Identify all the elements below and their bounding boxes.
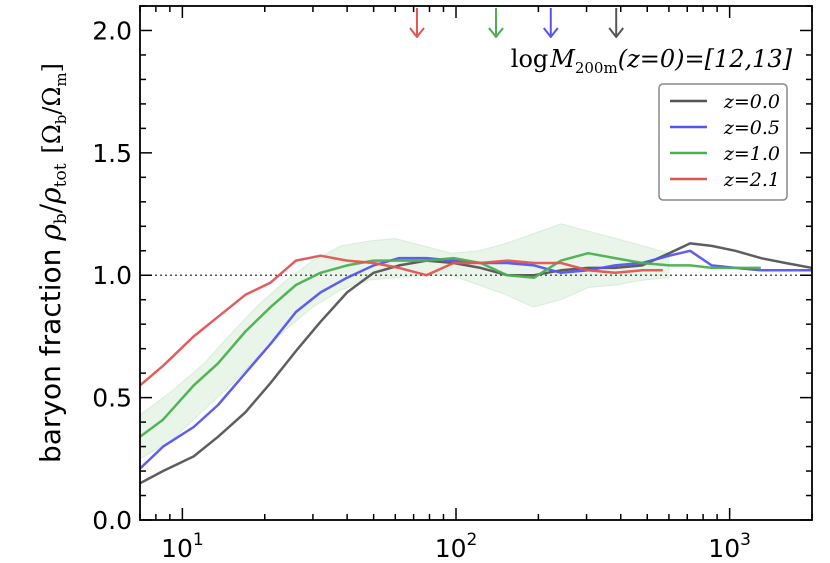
x-tick-base: 10 (435, 534, 467, 563)
series-line-z-0-0 (140, 242, 812, 485)
series-line-z-1-0 (140, 251, 761, 438)
x-tick-exponent: 2 (467, 530, 478, 550)
y-tick-labels: 0.0 0.5 1.0 1.5 2.0 (92, 16, 132, 535)
plot-frame (139, 5, 813, 521)
legend-box (658, 83, 788, 201)
legend-item-z-0-0: z=0.0 (670, 91, 780, 113)
arrow-head (409, 27, 425, 38)
y-axis-label: baryon fractionρb/ρtot[Ωb/Ωm] (34, 63, 71, 463)
y-tick-label: 1.0 (92, 261, 132, 290)
mass-bin-annotation: logM200m(z=0)=[12,13] (511, 45, 793, 77)
legend: z=0.0 z=0.5 z=1.0 z=2.1 (658, 83, 788, 201)
arrow-z-2-1 (409, 8, 425, 38)
x-tick-exponent: 1 (193, 530, 204, 550)
x-tick-label: 102 (435, 530, 478, 563)
annotation-redshift-range: (z=0)=[12,13] (618, 45, 793, 73)
y-tick-label: 0.0 (92, 506, 132, 535)
legend-label: z=1.0 (723, 143, 780, 165)
y-tick-label: 0.5 (92, 384, 132, 413)
annotation-var: M (549, 45, 576, 73)
x-tick-base: 10 (161, 534, 193, 563)
series-line-z-2-1 (140, 254, 663, 387)
y-label-rho: ρ (34, 224, 67, 242)
arrow-head (608, 27, 624, 38)
series-lines (140, 242, 812, 485)
y-label-sub-tot: tot (51, 163, 71, 187)
x-tick-label: 101 (161, 530, 204, 563)
y-tick-label: 2.0 (92, 16, 132, 45)
axis-ticks (139, 5, 813, 521)
z1-scatter-band (140, 223, 670, 460)
y-label-slash: / (34, 203, 67, 213)
y-label-sub-b: b (51, 213, 71, 224)
legend-item-z-1-0: z=1.0 (670, 143, 780, 165)
y-label-unit-slash: /Ω (38, 87, 66, 115)
legend-item-z-0-5: z=0.5 (670, 117, 780, 139)
y-label-unit-m: m (52, 72, 70, 86)
x-tick-base: 10 (708, 534, 740, 563)
y-label-unit-b: b (52, 115, 70, 125)
annotation-log: log (511, 45, 549, 73)
series-arrows (409, 8, 624, 38)
svg-text:baryon fractionρb/ρtot[Ωb/Ωm]: baryon fractionρb/ρtot[Ωb/Ωm] (34, 63, 71, 463)
arrow-head (542, 27, 559, 38)
x-tick-label: 103 (708, 530, 751, 563)
y-tick-label: 1.5 (92, 139, 132, 168)
x-tick-exponent: 3 (740, 530, 751, 550)
arrow-head (488, 27, 504, 38)
arrow-z-0-5 (542, 8, 559, 38)
legend-item-z-2-1: z=2.1 (670, 169, 780, 191)
legend-label: z=0.5 (723, 117, 780, 139)
legend-label: z=0.0 (723, 91, 780, 113)
y-label-unit-open: [Ω (38, 124, 66, 153)
x-tick-labels: 101 102 103 (161, 530, 751, 563)
y-label-text: baryon fraction (34, 249, 67, 463)
arrow-z-0-0 (608, 8, 624, 38)
arrow-z-1-0 (488, 8, 504, 38)
y-label-rho-tot: ρ (34, 187, 67, 205)
annotation-sub: 200m (575, 59, 618, 77)
legend-label: z=2.1 (723, 169, 780, 191)
y-label-unit-close: ] (38, 63, 66, 72)
